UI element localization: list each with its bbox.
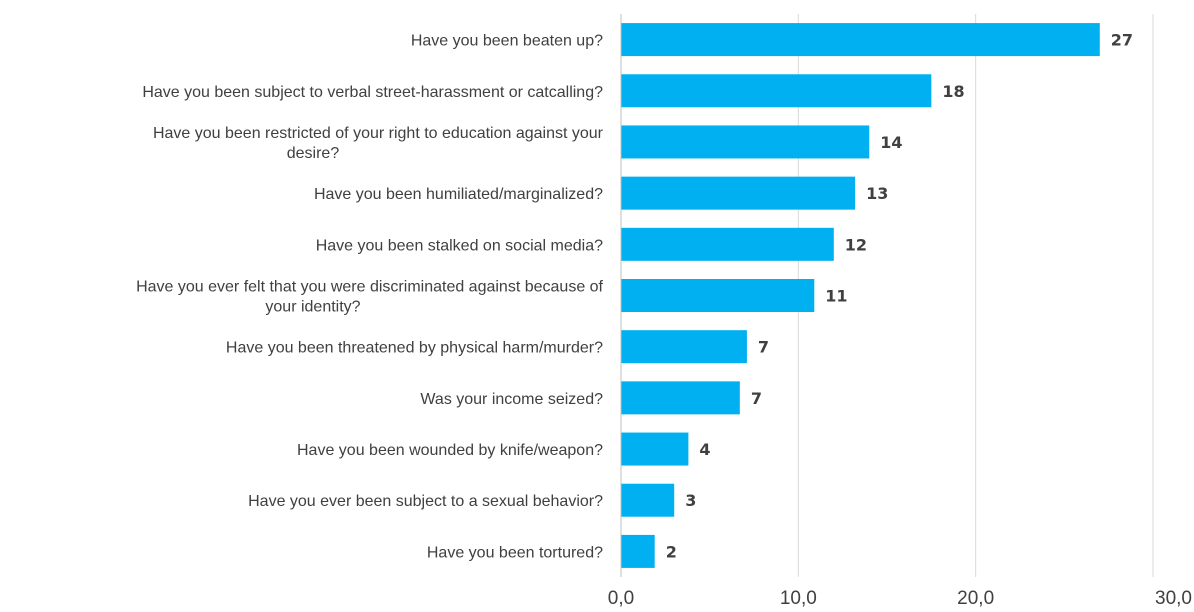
x-tick-label-3: 30,0 [1155, 588, 1192, 609]
category-label-2-line-0: Have you been restricted of your right t… [153, 125, 604, 142]
category-label-2-line-1: desire? [287, 145, 340, 162]
value-label-5: 11 [825, 287, 847, 306]
category-label-6: Have you been threatened by physical har… [226, 340, 603, 357]
value-label-0: 27 [1111, 31, 1133, 50]
x-tick-label-2: 20,0 [957, 588, 994, 609]
bar-9 [621, 483, 675, 517]
category-label-5-line-1: your identity? [265, 299, 360, 316]
bar-3 [621, 176, 856, 210]
category-label-0: Have you been beaten up? [411, 33, 603, 50]
bar-6 [621, 330, 747, 364]
category-label-7: Was your income seized? [420, 391, 603, 408]
bar-5 [621, 279, 815, 312]
value-label-6: 7 [758, 338, 769, 357]
value-label-9: 3 [685, 491, 696, 510]
category-label-10: Have you been tortured? [427, 544, 603, 561]
bar-4 [621, 227, 834, 261]
category-label-5-line-0: Have you ever felt that you were discrim… [136, 279, 603, 296]
bar-7 [621, 381, 740, 415]
value-label-8: 4 [699, 440, 710, 459]
bar-8 [621, 432, 689, 466]
bar-2 [621, 125, 870, 159]
x-tick-label-1: 10,0 [780, 588, 817, 609]
value-label-2: 14 [880, 133, 902, 152]
bar-0 [621, 23, 1100, 57]
category-label-8: Have you been wounded by knife/weapon? [297, 442, 603, 459]
value-label-3: 13 [866, 184, 888, 203]
value-label-4: 12 [845, 235, 867, 254]
value-label-7: 7 [751, 389, 762, 408]
category-label-3: Have you been humiliated/marginalized? [314, 186, 603, 203]
value-label-10: 2 [666, 542, 677, 561]
bar-10 [621, 534, 655, 568]
value-label-1: 18 [942, 82, 964, 101]
category-label-9: Have you ever been subject to a sexual b… [248, 493, 603, 510]
category-label-4: Have you been stalked on social media? [316, 237, 603, 254]
category-label-1: Have you been subject to verbal street-h… [142, 84, 603, 101]
x-tick-label-0: 0,0 [608, 588, 634, 609]
bar-1 [621, 74, 932, 108]
